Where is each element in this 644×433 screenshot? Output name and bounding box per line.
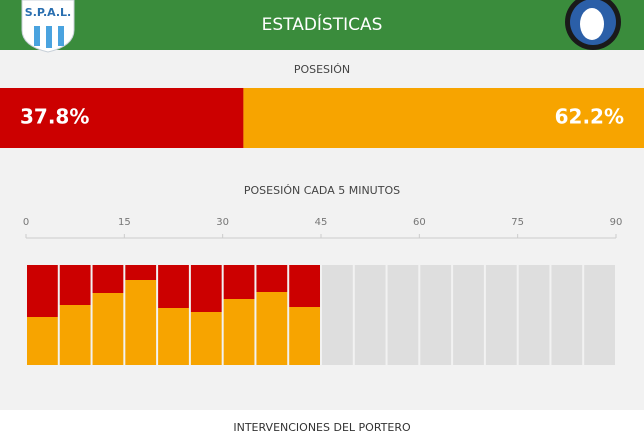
x-tick-label: 75 xyxy=(511,217,524,228)
bar-segment xyxy=(256,292,288,365)
possession-label: 62.2% xyxy=(555,105,624,129)
away-logo xyxy=(565,0,621,50)
x-tick-label: 60 xyxy=(413,217,426,228)
footer-title: INTERVENCIONES DEL PORTERO xyxy=(233,421,411,433)
bar-segment xyxy=(289,307,320,365)
bar-segment xyxy=(59,265,91,305)
bar-segment xyxy=(289,265,320,307)
bar-segment xyxy=(158,265,189,308)
empty-slot xyxy=(518,265,550,365)
bar-segment xyxy=(223,265,255,299)
x-tick-label: 45 xyxy=(315,217,328,228)
empty-slot xyxy=(387,265,419,365)
bar-segment xyxy=(92,293,124,365)
x-tick-label: 30 xyxy=(216,217,229,228)
bar-segment xyxy=(158,308,189,365)
bar-segment xyxy=(27,265,58,317)
empty-slot xyxy=(485,265,517,365)
bar-segment xyxy=(59,305,91,365)
away-crest-figure xyxy=(580,8,604,40)
bar-segment xyxy=(92,265,124,293)
x-tick-label: 90 xyxy=(610,217,623,228)
header-title: ESTADÍSTICAS xyxy=(262,13,383,35)
empty-slot xyxy=(322,265,353,365)
x-tick-label: 0 xyxy=(23,217,29,228)
bar-segment xyxy=(27,317,58,365)
crest-stripe xyxy=(58,26,64,46)
empty-slot xyxy=(453,265,484,365)
bar-segment xyxy=(190,265,222,312)
home-logo: S.P.A.L. xyxy=(21,0,75,53)
home-logo-text: S.P.A.L. xyxy=(25,6,71,19)
empty-slot xyxy=(420,265,452,365)
chart-title: POSESIÓN CADA 5 MINUTOS xyxy=(244,184,400,197)
empty-slot xyxy=(584,265,615,365)
possession-bar xyxy=(243,88,644,148)
empty-slot xyxy=(354,265,386,365)
bar-segment xyxy=(125,265,157,280)
bar-segment xyxy=(256,265,288,292)
bar-segment xyxy=(125,280,157,365)
crest-stripe xyxy=(46,26,52,48)
possession-title: POSESIÓN xyxy=(294,63,350,76)
header-bar xyxy=(0,0,644,50)
footer-panel xyxy=(0,410,644,433)
x-tick-label: 15 xyxy=(118,217,131,228)
possession-bar xyxy=(0,88,244,148)
bar-segment xyxy=(223,299,255,365)
empty-slot xyxy=(551,265,583,365)
possession-label: 37.8% xyxy=(20,105,89,129)
bar-segment xyxy=(190,312,222,365)
crest-stripe xyxy=(34,26,40,46)
